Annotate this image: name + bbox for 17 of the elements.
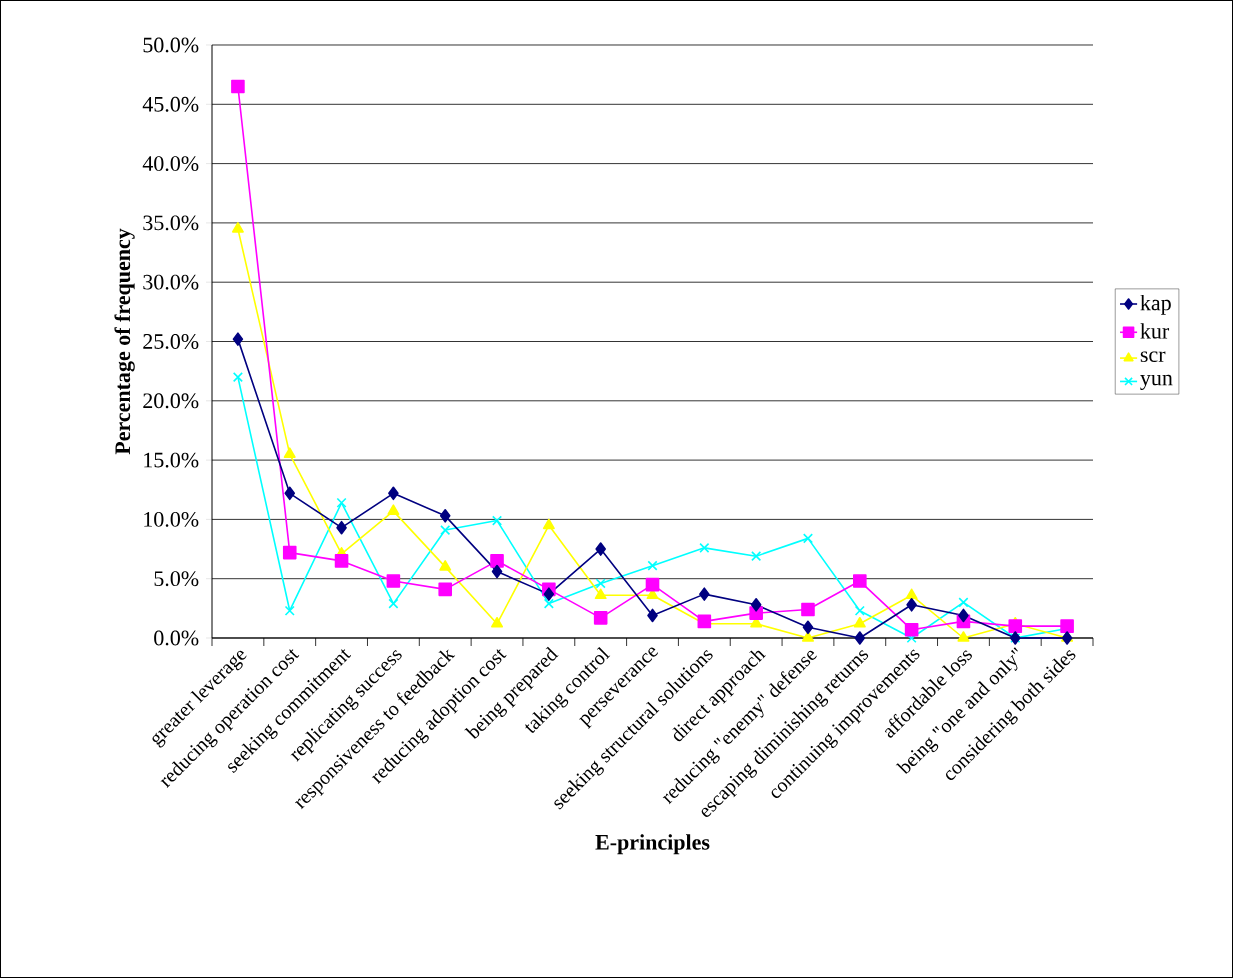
y-tick-label: 25.0%	[143, 334, 199, 349]
y-tick-label: 15.0%	[144, 452, 199, 468]
y-tick-label: 5.0%	[154, 571, 199, 587]
y-tick-label: 45.0%	[142, 96, 199, 112]
y-tick-label: 35.0%	[143, 215, 199, 231]
legend-label: kur	[1140, 323, 1170, 339]
y-tick-label: 0.0%	[154, 630, 199, 646]
legend-label: scr	[1140, 351, 1166, 362]
y-tick-label: 50.0%	[143, 37, 199, 53]
y-tick-label: 20.0%	[143, 393, 199, 409]
legend-label: kap	[1140, 294, 1171, 315]
legend-label: yun	[1140, 374, 1173, 390]
y-tick-label: 30.0%	[143, 274, 199, 290]
y-axis-title: Percentage of frequency	[114, 228, 135, 455]
y-tick-label: 40.0%	[142, 156, 199, 172]
y-tick-label: 10.0%	[144, 511, 199, 527]
x-axis-title: E-principles	[595, 834, 710, 855]
